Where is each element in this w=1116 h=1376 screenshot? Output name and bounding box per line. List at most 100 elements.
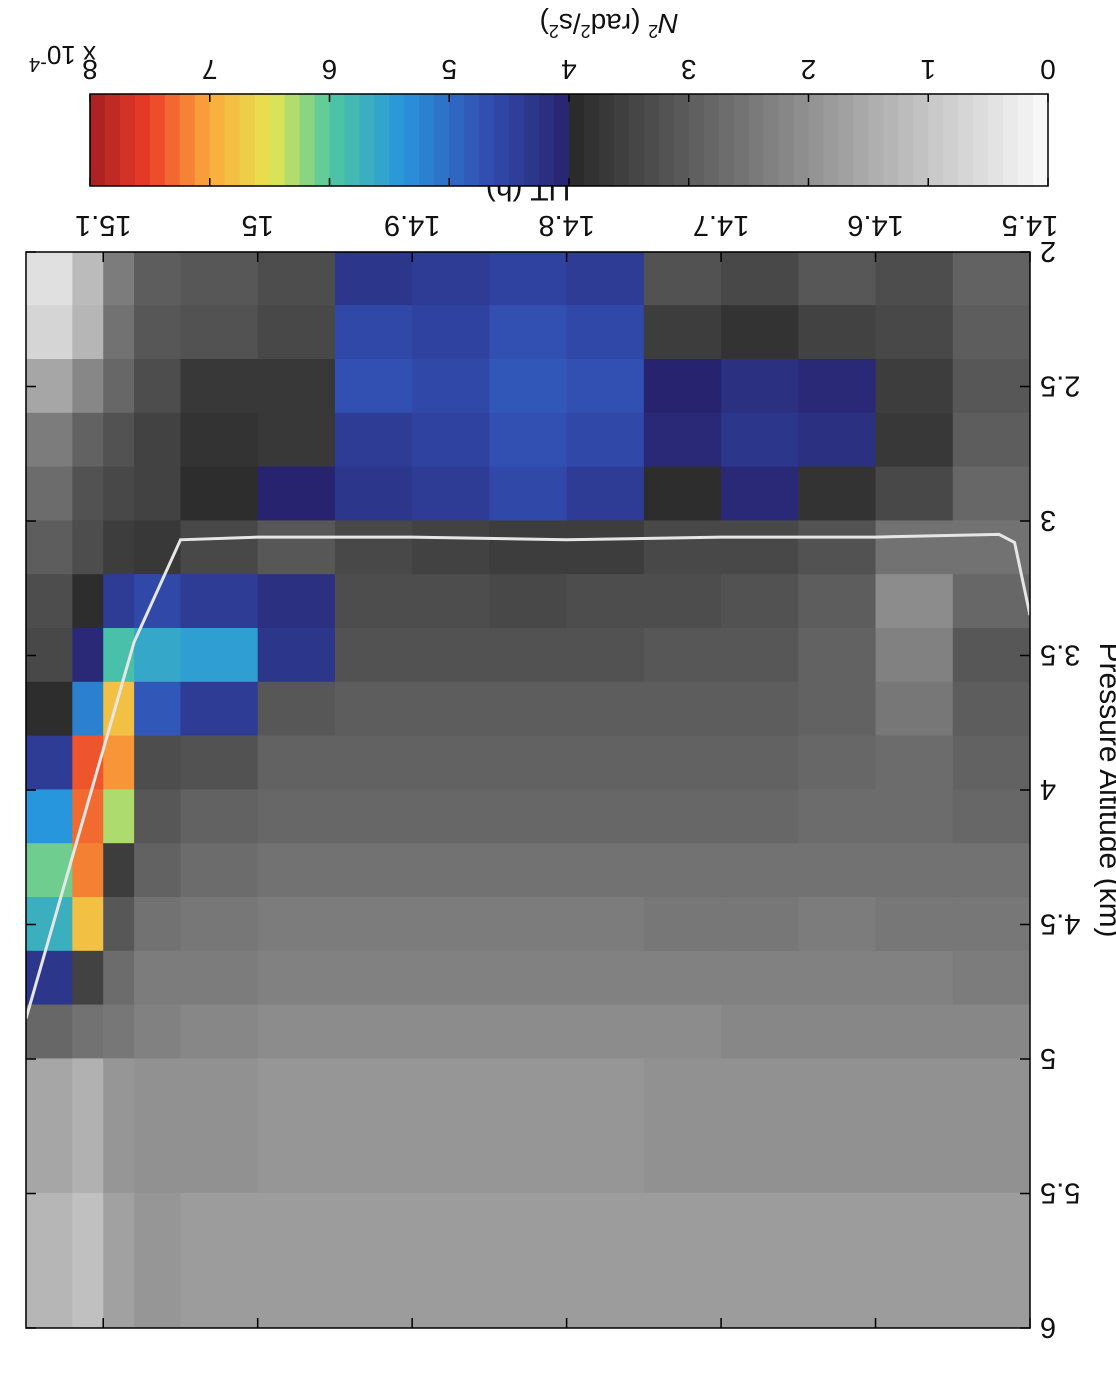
heatmap-cell [720, 843, 799, 898]
colorbar-cell [718, 94, 734, 186]
heatmap-cell [179, 628, 258, 683]
heatmap-cell [179, 789, 258, 844]
heatmap-cell [179, 251, 258, 306]
heatmap-cell [874, 735, 953, 790]
colorbar-cell [313, 94, 330, 186]
y-tick-label: 2.5 [1040, 370, 1080, 402]
colorbar-cell [448, 94, 465, 186]
x-tick-label: 14.7 [693, 209, 749, 241]
heatmap-cell [71, 681, 104, 737]
heatmap-cell [720, 359, 799, 414]
heatmap-cell [874, 1058, 953, 1194]
colorbar-cell [373, 94, 390, 186]
heatmap-cell [25, 305, 73, 360]
heatmap-cell [411, 897, 490, 952]
colorbar-cell [882, 94, 899, 186]
heatmap-cell [25, 789, 73, 844]
y-tick-label: 2 [1040, 235, 1056, 267]
heatmap-cell [797, 789, 876, 844]
heatmap-cell [874, 359, 953, 414]
heatmap-cell [102, 950, 135, 1006]
heatmap-cell [133, 1192, 181, 1328]
heatmap-cell [334, 1004, 413, 1059]
heatmap-cell [25, 1192, 73, 1328]
heatmap-cell [643, 950, 722, 1006]
heatmap-cell [71, 305, 104, 360]
heatmap-cell [488, 735, 567, 790]
heatmap-cell [257, 520, 335, 575]
heatmap-cell [334, 359, 413, 414]
heatmap-cell [643, 735, 722, 790]
colorbar-cell [807, 94, 824, 186]
heatmap-cell [643, 1192, 722, 1328]
colorbar-tick-label: 0 [1040, 54, 1056, 85]
heatmap-cell [874, 574, 953, 629]
heatmap-cell [102, 681, 135, 737]
heatmap-cell [334, 950, 413, 1006]
heatmap-cell [257, 466, 335, 521]
colorbar-cell [987, 94, 1004, 186]
heatmap-cell [952, 950, 1030, 1006]
colorbar-tick-label: 8 [82, 54, 98, 85]
colorbar-cell [209, 94, 225, 186]
heatmap-cell [25, 1004, 73, 1059]
heatmap-cell [797, 251, 876, 306]
colorbar-cell [134, 94, 150, 186]
heatmap-cell [720, 897, 799, 952]
heatmap-cell [797, 574, 876, 629]
heatmap-cell [566, 628, 644, 683]
y-ticks: 2 2.5 3 3.5 4 4.5 5 5.5 6 [26, 235, 1080, 1343]
heatmap-cell [257, 843, 335, 898]
heatmap-cell [952, 251, 1030, 306]
colorbar-label-sup-2: 2 [581, 21, 591, 41]
heatmap-cell [334, 789, 413, 844]
heatmap-cell [411, 681, 490, 737]
heatmap-cell [797, 466, 876, 521]
colorbar-cell [358, 94, 375, 186]
colorbar-cell [703, 94, 719, 186]
colorbar-cell [298, 94, 315, 186]
heatmap-cell [643, 520, 722, 575]
heatmap-cell [257, 1004, 335, 1059]
colorbar-tick-label: 6 [322, 54, 338, 85]
colorbar-cell [104, 94, 120, 186]
colorbar-cell [478, 94, 495, 186]
heatmap-cell [25, 466, 73, 521]
heatmap-cell [411, 466, 490, 521]
heatmap-cell [102, 1192, 135, 1328]
heatmap-cell [411, 735, 490, 790]
x-tick-label: 15 [242, 209, 274, 241]
colorbar-cell [418, 94, 435, 186]
heatmap-cell [566, 359, 644, 414]
heatmap-cell [257, 735, 335, 790]
colorbar-cell [194, 94, 210, 186]
heatmap-cell [488, 1192, 567, 1328]
heatmap-cell [411, 950, 490, 1006]
heatmap-cell [874, 843, 953, 898]
heatmap-cell [797, 735, 876, 790]
colorbar-cell [688, 94, 704, 186]
colorbar-cell [328, 94, 345, 186]
heatmap-cell [411, 628, 490, 683]
colorbar-cell [254, 94, 270, 186]
heatmap-cell [952, 574, 1030, 629]
colorbar-tick-label: 3 [681, 54, 697, 85]
heatmap-cell [952, 897, 1030, 952]
heatmap-cell [643, 412, 722, 468]
heatmap-cell [257, 305, 335, 360]
heatmap-cell [334, 520, 413, 575]
colorbar-cell [508, 94, 525, 186]
heatmap-cell [797, 1192, 876, 1328]
heatmap-cell [720, 628, 799, 683]
heatmap-cell [411, 574, 490, 629]
heatmap-cell [71, 466, 104, 521]
colorbar-cell [403, 94, 420, 186]
heatmap-cell [25, 735, 73, 790]
heatmap-cell [720, 466, 799, 521]
colorbar-cell [897, 94, 914, 186]
y-tick-label: 4 [1040, 773, 1056, 805]
colorbar-cell [343, 94, 360, 186]
heatmap-cell [411, 412, 490, 468]
heatmap-cell [133, 789, 181, 844]
colorbar-cell [837, 94, 854, 186]
